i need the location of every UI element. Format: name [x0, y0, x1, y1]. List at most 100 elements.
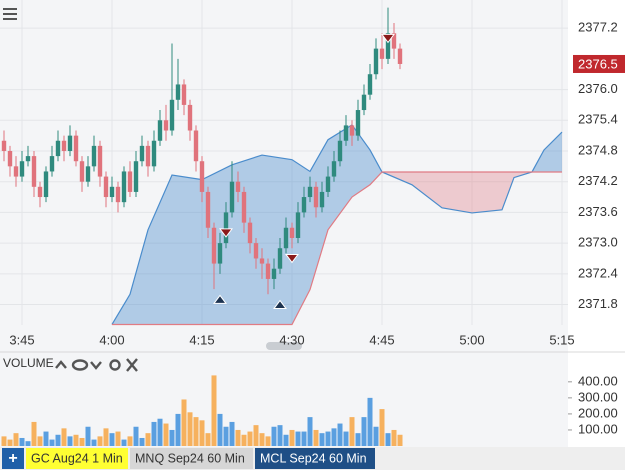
volume-bar [235, 429, 241, 446]
candle-body [247, 222, 253, 244]
volume-bar [37, 436, 43, 446]
cloud-fill [442, 171, 472, 213]
candle-body [1, 140, 7, 151]
y-tick-label: 2376.0 [578, 81, 618, 96]
pane-resize-handle[interactable] [266, 342, 302, 350]
candle-body [103, 176, 109, 198]
volume-bar [301, 431, 307, 446]
candle-body [157, 120, 163, 141]
move-down-icon[interactable] [90, 361, 102, 370]
candle-body [325, 176, 331, 192]
candle-body [61, 140, 67, 151]
cloud-fill [262, 155, 292, 325]
candle-body [217, 243, 223, 264]
candle-body [121, 171, 127, 203]
candle-body [373, 48, 379, 75]
volume-bar [181, 399, 187, 446]
y-tick-label: 2371.8 [578, 296, 618, 311]
volume-bar [7, 439, 13, 446]
candle-body [391, 33, 397, 49]
candle-body [169, 99, 175, 131]
close-icon[interactable] [126, 358, 138, 372]
volume-bar [133, 426, 139, 446]
volume-bar [187, 412, 193, 446]
candle-body [31, 156, 37, 187]
candle-body [355, 110, 361, 136]
plot: 2371.8 2372.4 2373.0 2373.6 2374.2 2374.8 2375… [0, 0, 618, 347]
candle-body [265, 263, 271, 279]
y-tick-label: 2375.4 [578, 112, 618, 127]
candle-body [55, 140, 61, 157]
volume-bar [25, 441, 31, 446]
volume-bar [1, 436, 7, 446]
volume-bar [139, 437, 145, 446]
volume-bar [283, 434, 289, 446]
candle-body [49, 156, 55, 172]
candle-body [379, 48, 385, 59]
cloud-fill [232, 155, 262, 325]
tab-label[interactable]: MCL Sep24 60 Min [260, 451, 367, 465]
candle-body [19, 161, 25, 177]
volume-bar [205, 433, 211, 446]
volume-bar [349, 417, 355, 446]
volume-bar [13, 433, 19, 446]
volume-bar [289, 429, 295, 446]
tab[interactable] [130, 448, 253, 469]
cloud-fill [472, 171, 502, 213]
candle-body [79, 161, 85, 182]
volume-bar [157, 418, 163, 446]
candle-body [67, 135, 73, 151]
y-tick-label: 2374.2 [578, 173, 618, 188]
menu-icon[interactable] [3, 8, 17, 20]
volume-bar [307, 417, 313, 446]
tab[interactable] [255, 448, 375, 469]
add-button[interactable] [2, 448, 24, 469]
volume-bar [367, 397, 373, 446]
add-button-label[interactable]: + [8, 450, 17, 467]
volume-bar [211, 375, 217, 446]
volume-bar [115, 431, 121, 446]
candle-body [97, 145, 103, 177]
volume-bar [319, 433, 325, 446]
volume-bar [85, 426, 91, 446]
candle-body [127, 171, 133, 192]
move-up-icon[interactable] [55, 360, 67, 369]
cloud-fill [310, 139, 328, 290]
candle-body [175, 84, 181, 100]
tab[interactable] [26, 448, 128, 469]
volume-bar [169, 429, 175, 446]
volume-bar [379, 409, 385, 446]
candle-body [331, 161, 337, 177]
candle-body [199, 161, 205, 192]
volume-bar [121, 439, 127, 446]
volume-tools [55, 358, 138, 372]
cloud-fill [370, 149, 382, 185]
volume-tick-label: 400.00 [578, 373, 618, 388]
signal-marker [213, 294, 227, 304]
volume-bar [151, 421, 157, 446]
volume-bar [229, 421, 235, 446]
signal-marker [273, 299, 287, 310]
volume-bar [397, 434, 403, 446]
candle-body [211, 227, 217, 264]
visibility-icon[interactable] [71, 359, 89, 371]
candle-body [43, 171, 49, 198]
tab-label[interactable]: GC Aug24 1 Min [31, 451, 123, 465]
volume-bar [163, 423, 169, 446]
candle-body [343, 125, 349, 141]
volume-bar [259, 433, 265, 446]
candle-body [271, 268, 277, 279]
candle-body [229, 181, 235, 213]
settings-icon[interactable] [109, 359, 121, 371]
volume-tick-label: 100.00 [578, 421, 618, 436]
volume-bar [91, 439, 97, 446]
axis-background [568, 0, 625, 447]
tab-label[interactable]: MNQ Sep24 60 Min [135, 451, 245, 465]
volume-bar [247, 431, 253, 446]
signal-marker [381, 33, 395, 44]
candle-body [181, 84, 187, 105]
candle-body [163, 120, 169, 131]
candle-body [115, 186, 121, 203]
candle-body [193, 130, 199, 162]
